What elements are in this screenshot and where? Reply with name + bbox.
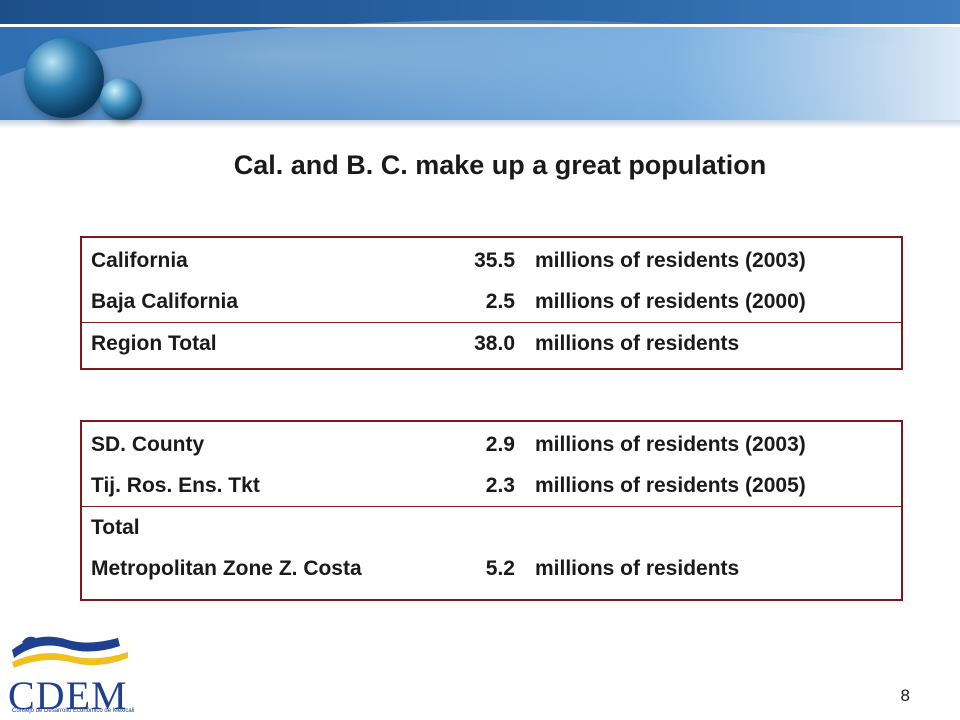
table-row-total: Region Total 38.0 millions of residents	[82, 322, 901, 364]
table-row: Baja California 2.5 millions of resident…	[82, 281, 901, 322]
row-value: 38.0	[474, 332, 515, 355]
table-row: Metropolitan Zone Z. Costa 5.2 millions …	[82, 548, 901, 589]
population-table-metro: SD. County 2.9 millions of residents (20…	[80, 420, 903, 601]
slide-title: Cal. and B. C. make up a great populatio…	[233, 150, 767, 180]
row-value: 5.2	[485, 557, 515, 580]
row-description: millions of residents	[535, 332, 740, 355]
header-bottom-strip	[0, 120, 960, 128]
table-row: California 35.5 millions of residents (2…	[82, 240, 901, 281]
header-highlight	[0, 20, 960, 128]
row-description: millions of residents	[535, 557, 740, 580]
row-label: Region Total	[91, 332, 217, 355]
logo-wordmark: CDEM	[8, 673, 128, 718]
table-row: SD. County 2.9 millions of residents (20…	[82, 424, 901, 465]
cdem-logo-icon	[12, 636, 128, 668]
table-row-total: Total	[82, 506, 901, 548]
population-table-state: California 35.5 millions of residents (2…	[80, 236, 903, 370]
row-label: Total	[91, 516, 140, 539]
row-label: SD. County	[91, 433, 205, 456]
page-number: 8	[900, 686, 910, 705]
row-value: 2.9	[485, 433, 515, 456]
row-value: 2.3	[485, 474, 515, 497]
row-value: 35.5	[474, 249, 515, 272]
small-sphere-icon	[100, 78, 142, 120]
row-description: millions of residents (2003)	[535, 433, 806, 456]
row-label: Baja California	[91, 290, 239, 313]
logo-subtitle: Consejo de Desarrollo Económico de Mexic…	[12, 708, 135, 714]
row-label: California	[91, 249, 188, 272]
large-sphere-icon	[24, 38, 104, 118]
header-banner	[0, 0, 960, 128]
row-description: millions of residents (2000)	[535, 290, 806, 313]
row-label: Tij. Ros. Ens. Tkt	[91, 474, 260, 497]
header-top-strip	[0, 0, 960, 27]
row-label: Metropolitan Zone Z. Costa	[91, 557, 362, 580]
table-row: Tij. Ros. Ens. Tkt 2.3 millions of resid…	[82, 465, 901, 506]
row-description: millions of residents (2003)	[535, 249, 806, 272]
row-value: 2.5	[485, 290, 515, 313]
row-description: millions of residents (2005)	[535, 474, 806, 497]
